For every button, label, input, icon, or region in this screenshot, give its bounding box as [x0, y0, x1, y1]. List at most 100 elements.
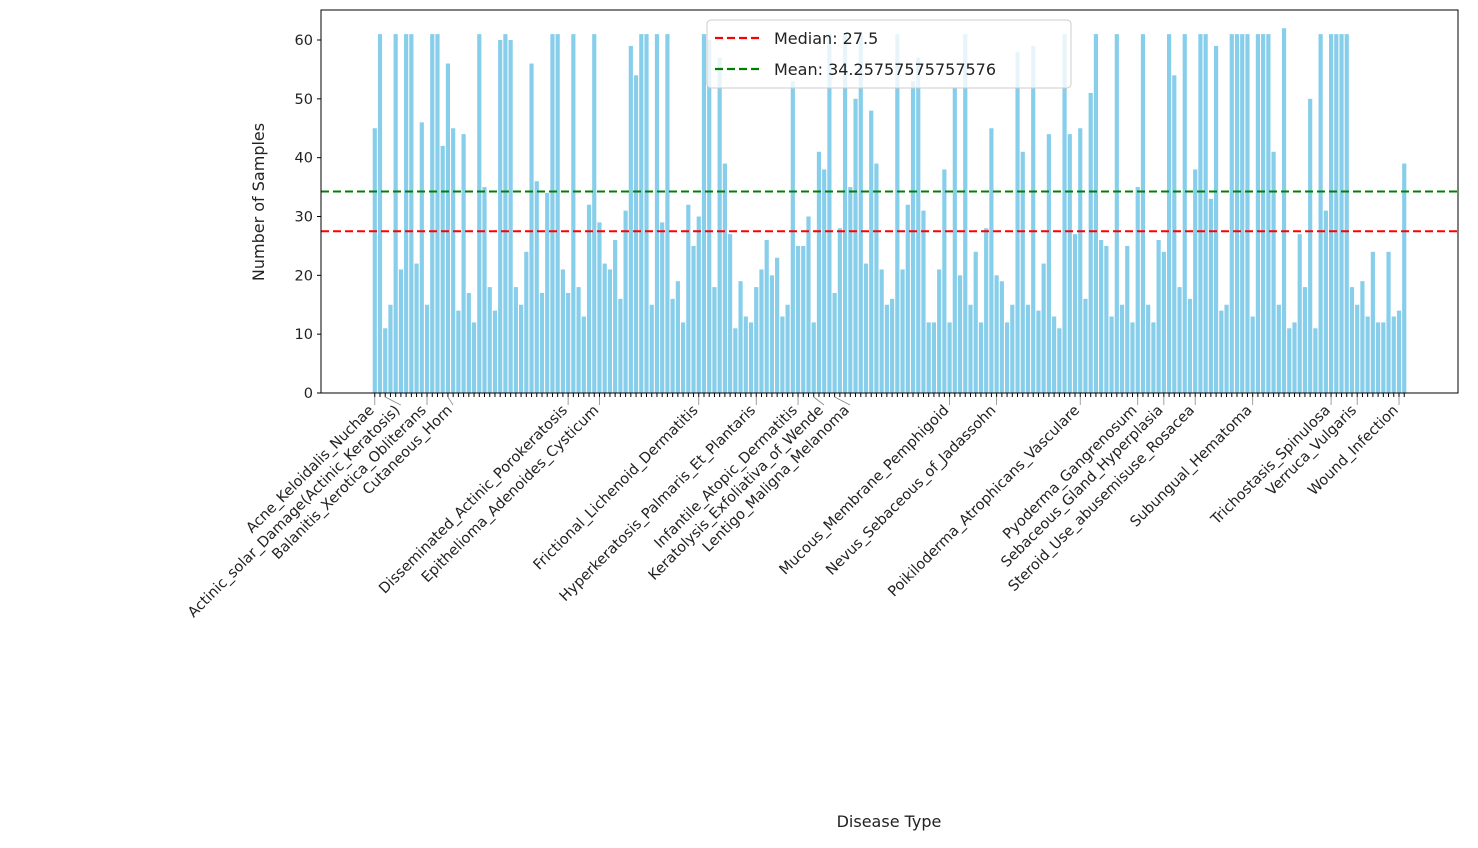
bar	[404, 34, 409, 394]
bar	[853, 98, 858, 394]
bar	[1240, 34, 1245, 394]
bar	[1271, 151, 1276, 393]
x-axis: Acne_Keloidalis_NuchaeActinic_solar_Dama…	[185, 393, 1405, 621]
bar	[1004, 322, 1010, 393]
bar	[1177, 287, 1182, 393]
x-tick-label: Sebaceous_Gland_Hyperplasia	[998, 403, 1166, 571]
bar	[963, 34, 968, 394]
bar	[440, 145, 445, 393]
bar	[1334, 34, 1339, 394]
bar	[1245, 34, 1250, 394]
bar	[1261, 34, 1266, 394]
bar	[607, 269, 613, 393]
bar	[1093, 34, 1099, 394]
bar	[1281, 28, 1287, 393]
bar	[775, 257, 780, 393]
bar	[942, 169, 947, 393]
bar	[801, 245, 806, 393]
bar	[1224, 304, 1229, 393]
bar	[832, 292, 837, 393]
x-tick-leader	[834, 396, 851, 406]
bar	[550, 34, 555, 394]
bar	[827, 34, 832, 394]
x-tick-leader	[813, 396, 825, 406]
bar	[1166, 34, 1172, 394]
bar	[1088, 92, 1093, 393]
bar	[879, 269, 884, 393]
bar	[654, 34, 660, 394]
bar	[1391, 316, 1396, 393]
bar	[1130, 322, 1135, 393]
y-tick-label: 60	[295, 33, 313, 49]
bar	[1062, 34, 1067, 394]
bar	[1386, 251, 1391, 393]
bar	[1297, 234, 1302, 393]
bar	[471, 322, 477, 393]
bar	[1344, 34, 1349, 394]
bar	[388, 304, 393, 393]
bar	[973, 251, 978, 393]
bar	[675, 281, 680, 393]
bar	[931, 322, 937, 393]
bar	[696, 216, 701, 393]
x-tick-label: Nevus_Sebaceous_of_Jadassohn	[823, 403, 999, 579]
y-tick-label: 0	[304, 386, 313, 402]
bar	[639, 34, 644, 394]
bar	[372, 128, 377, 393]
bar	[984, 228, 989, 393]
bar	[1140, 34, 1146, 394]
bar	[508, 40, 513, 393]
bar	[456, 310, 461, 393]
bar	[1182, 34, 1187, 394]
bar	[785, 304, 790, 393]
bar	[1313, 328, 1318, 393]
axes-frame	[320, 9, 1459, 394]
bar	[1099, 240, 1104, 393]
bar	[1255, 34, 1260, 394]
bar	[822, 169, 827, 393]
bar	[566, 292, 571, 393]
bar	[1156, 240, 1161, 393]
bar	[1052, 316, 1057, 393]
y-axis-label: Number of Samples	[249, 123, 268, 281]
bar	[1172, 75, 1177, 394]
bar	[1370, 251, 1375, 393]
bar	[1114, 34, 1119, 394]
bar	[1376, 322, 1381, 393]
bar	[414, 263, 419, 393]
bar	[916, 57, 921, 393]
bar	[383, 328, 388, 393]
bar	[1135, 187, 1140, 393]
bar	[1067, 134, 1072, 393]
bar	[691, 245, 696, 393]
bar	[597, 222, 602, 393]
bar	[513, 287, 518, 393]
bar	[571, 34, 576, 394]
bar	[754, 287, 759, 393]
legend-mean-label: Mean: 34.25757575757576	[774, 60, 996, 79]
bar	[1349, 287, 1355, 393]
bar	[409, 34, 414, 394]
bar	[1339, 34, 1344, 394]
bar	[728, 234, 733, 393]
bar	[900, 269, 905, 393]
bar	[999, 281, 1004, 393]
bar	[633, 75, 639, 394]
bar	[1020, 151, 1025, 393]
bar	[748, 322, 754, 393]
bar	[1355, 304, 1360, 393]
bar	[524, 251, 529, 393]
x-tick-leader	[385, 396, 401, 406]
bar	[435, 34, 440, 394]
bar	[377, 34, 383, 394]
bar	[910, 81, 916, 393]
bar	[764, 240, 769, 393]
bar	[1083, 298, 1088, 393]
bar	[811, 322, 816, 393]
bar	[451, 128, 456, 393]
bar	[1187, 298, 1193, 393]
bar	[1292, 322, 1297, 393]
bar	[978, 322, 984, 393]
bar	[895, 34, 900, 394]
bar	[921, 210, 926, 393]
